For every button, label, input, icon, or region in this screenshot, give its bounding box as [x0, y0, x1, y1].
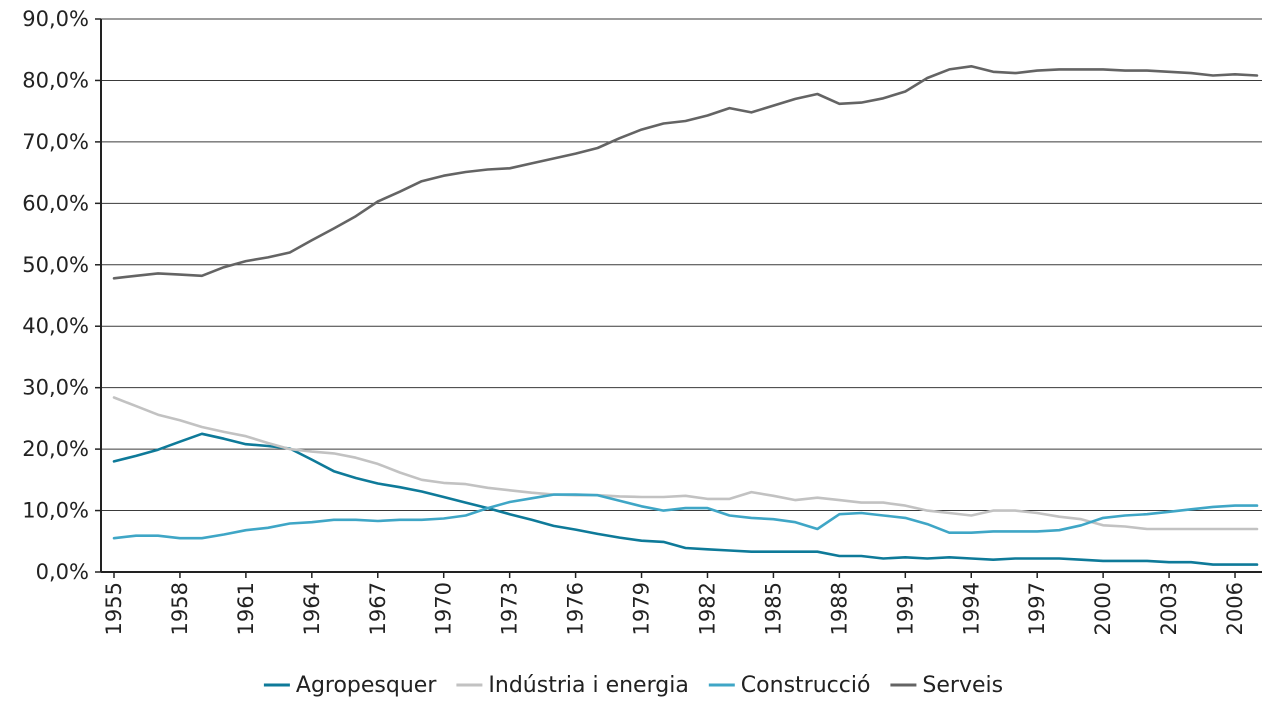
- x-tick-label: 1985: [761, 582, 785, 635]
- x-tick-label: 1976: [564, 582, 588, 635]
- x-axis-ticks: 1955 1958 1961 1964 1967 1970 1973 1976 1979 1982…: [102, 572, 1247, 635]
- y-axis-ticks: 0,0% 10,0% 20,0% 30,0% 40,0% 50,0% 60,0% 70,0% 8…: [22, 7, 101, 584]
- y-tick-label: 60,0%: [22, 191, 89, 215]
- y-tick-label: 20,0%: [22, 437, 89, 461]
- y-tick-label: 40,0%: [22, 314, 89, 338]
- x-tick-label: 2006: [1223, 582, 1247, 635]
- x-tick-label: 1961: [234, 582, 258, 635]
- y-tick-label: 80,0%: [22, 68, 89, 92]
- series-line-0: [114, 434, 1257, 565]
- legend-item-3: Serveis: [890, 673, 1003, 698]
- x-tick-label: 1967: [366, 582, 390, 635]
- x-tick-label: 1994: [959, 582, 983, 635]
- y-tick-label: 90,0%: [22, 7, 89, 31]
- x-tick-label: 2003: [1157, 582, 1181, 635]
- legend-item-0: Agropesquer: [264, 673, 437, 698]
- legend-label: Agropesquer: [296, 673, 437, 698]
- series-line-2: [114, 495, 1257, 539]
- legend: Agropesquer Indústria i energia Construcci…: [264, 673, 1003, 698]
- legend-item-1: Indústria i energia: [456, 673, 688, 698]
- x-tick-label: 1955: [102, 582, 126, 635]
- legend-item-2: Construcció: [709, 673, 871, 698]
- y-tick-label: 50,0%: [22, 253, 89, 277]
- x-tick-label: 1964: [300, 582, 324, 635]
- x-tick-label: 1970: [432, 582, 456, 635]
- y-tick-label: 70,0%: [22, 130, 89, 154]
- x-tick-label: 2000: [1091, 582, 1115, 635]
- series-line-3: [114, 66, 1257, 278]
- x-tick-label: 1988: [827, 582, 851, 635]
- series-lines: [114, 66, 1257, 564]
- x-tick-label: 1997: [1025, 582, 1049, 635]
- x-tick-label: 1982: [695, 582, 719, 635]
- x-tick-label: 1979: [630, 582, 654, 635]
- x-tick-label: 1973: [498, 582, 522, 635]
- y-tick-label: 10,0%: [22, 499, 89, 523]
- x-tick-label: 1958: [168, 582, 192, 635]
- x-tick-label: 1991: [893, 582, 917, 635]
- legend-label: Construcció: [741, 673, 871, 698]
- y-tick-label: 30,0%: [22, 376, 89, 400]
- gridlines: [101, 19, 1262, 511]
- legend-label: Serveis: [922, 673, 1003, 698]
- legend-label: Indústria i energia: [488, 673, 688, 698]
- y-tick-label: 0,0%: [36, 560, 89, 584]
